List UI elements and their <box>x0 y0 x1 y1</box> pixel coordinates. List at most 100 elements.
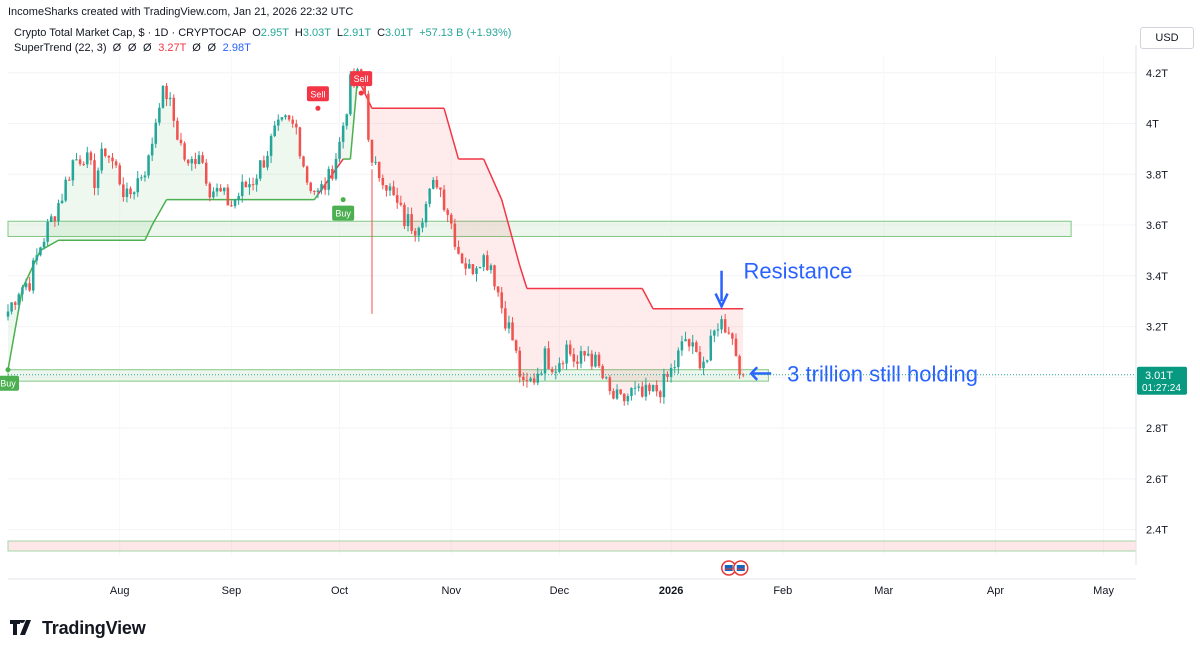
signal-label: Sell <box>354 74 369 84</box>
supertrend-fill-segment <box>472 159 477 274</box>
supertrend-segment <box>519 265 528 289</box>
indicator-value: Ø <box>143 42 153 54</box>
candle-body <box>53 216 57 222</box>
candle-body <box>604 377 608 379</box>
candle-body <box>136 178 139 193</box>
annotation-holding: 3 trillion still holding <box>787 362 978 387</box>
candle-body <box>370 139 374 163</box>
x-axis: Aug Sep Oct Nov Dec 2026 Feb Mar Apr May <box>8 578 1136 597</box>
supertrend-fill-segment <box>483 159 488 271</box>
candle-body <box>208 183 212 198</box>
indicator-legend[interactable]: SuperTrend (22, 3) Ø Ø Ø 3.27T Ø Ø 2.98T <box>14 42 251 54</box>
candle-body <box>547 348 550 370</box>
supertrend-fill-segment <box>617 288 621 394</box>
candle-body <box>709 335 713 361</box>
candle-body <box>172 97 176 121</box>
candle-body <box>659 391 662 398</box>
candle-body <box>345 114 349 126</box>
supertrend-fill-segment <box>285 115 290 200</box>
candle-body <box>561 363 565 365</box>
supertrend-fill-segment <box>523 277 527 381</box>
candle-body <box>262 160 266 168</box>
candle-body <box>558 363 561 372</box>
candle-body <box>104 148 107 157</box>
candle-body <box>341 125 345 142</box>
candle-body <box>590 353 594 367</box>
supertrend-fill-segment <box>714 308 718 331</box>
candle-body <box>49 216 53 223</box>
candle-body <box>266 155 269 168</box>
candle-body <box>395 195 399 203</box>
candle-body <box>6 311 10 317</box>
candle-body <box>475 268 478 274</box>
candle-body <box>442 189 446 210</box>
plot-area <box>8 55 1136 555</box>
candle-body <box>82 163 85 165</box>
candle-body <box>723 319 727 333</box>
candle-body <box>615 389 619 399</box>
supertrend-fill-segment <box>526 288 531 381</box>
candle-body <box>608 377 612 392</box>
candle-body <box>190 158 194 164</box>
supertrend-fill-segment <box>458 159 463 264</box>
candle-body <box>529 378 532 381</box>
supertrend-fill-segment <box>332 158 336 179</box>
supertrend-fill-segment <box>490 175 495 287</box>
supertrend-fill-segment <box>577 288 582 364</box>
supertrend-fill-segment <box>310 190 315 200</box>
candle-body <box>720 319 723 330</box>
candle-body <box>93 160 96 189</box>
supertrend-signals: Buy Sell Buy Sell <box>0 71 373 391</box>
candle-body <box>579 351 583 364</box>
candle-body <box>201 155 204 163</box>
supertrend-fill-segment <box>595 288 600 367</box>
supertrend-fill-segment <box>591 288 596 367</box>
supertrend-fill-segment <box>278 117 282 200</box>
candle-body <box>107 156 111 158</box>
candle-body <box>457 246 460 254</box>
supertrend-fill-segment <box>393 108 398 203</box>
bar-countdown: 01:27:24 <box>1142 383 1181 394</box>
candle-body <box>399 202 403 205</box>
supertrend-fill-segment <box>375 108 380 178</box>
x-tick-label: Nov <box>441 585 461 597</box>
candle-body <box>482 255 485 267</box>
event-flag-icon[interactable] <box>733 560 749 576</box>
candle-body <box>248 184 251 188</box>
supertrend-fill-segment <box>422 108 427 223</box>
sell-signal-dot <box>315 105 321 111</box>
indicator-value: Ø <box>207 42 217 54</box>
candle-body <box>601 366 604 379</box>
candle-body <box>68 179 71 181</box>
grid <box>8 55 1136 555</box>
supertrend-fill-segment <box>245 184 250 200</box>
low-label: L <box>336 27 343 39</box>
currency-selector[interactable]: USD <box>1140 27 1194 49</box>
candle-body <box>514 340 518 351</box>
high-value: 3.03T <box>302 27 331 39</box>
supertrend-fill-segment <box>653 308 657 392</box>
candle-body <box>313 190 316 192</box>
candle-body <box>240 181 244 196</box>
supertrend-fill-segment <box>480 159 484 267</box>
candle-body <box>464 263 467 269</box>
supertrend-fill-segment <box>281 115 286 200</box>
supertrend-segment <box>483 158 503 200</box>
supertrend-fill-segment <box>566 288 571 355</box>
supertrend-fill-segment <box>534 288 538 383</box>
candle-body <box>673 367 676 369</box>
supertrend-fill-segment <box>188 158 192 200</box>
supertrend-fill-segment <box>101 148 106 241</box>
supertrend-fill-segment <box>681 308 686 342</box>
candle-body <box>129 188 132 195</box>
candle-body <box>100 148 103 171</box>
candle-body <box>381 177 385 186</box>
symbol-legend[interactable]: Crypto Total Market Cap, $ · 1D · CRYPTO… <box>14 27 511 39</box>
candle-body <box>323 184 327 190</box>
candle-body <box>320 184 323 191</box>
candle-body <box>302 156 305 167</box>
candle-body <box>468 264 471 269</box>
event-markers[interactable] <box>721 560 749 576</box>
candle-body <box>194 158 197 164</box>
